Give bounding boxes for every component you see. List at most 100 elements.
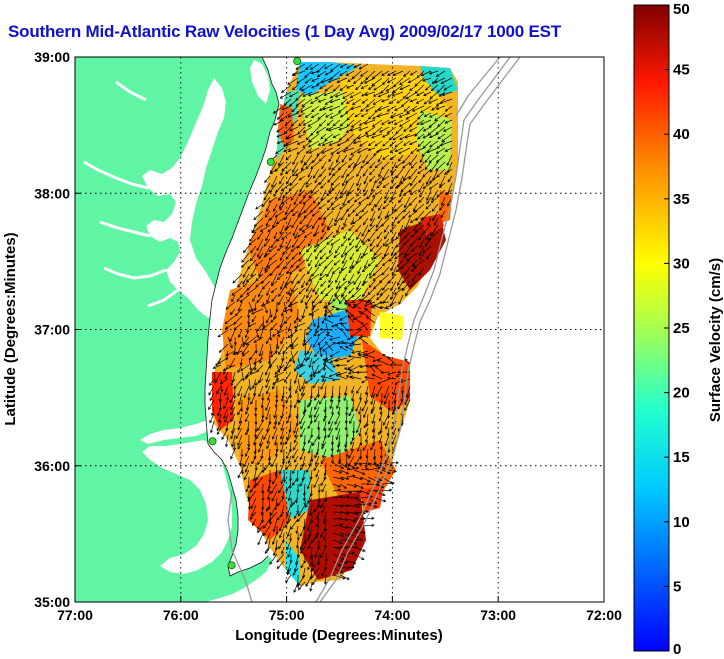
- velocity-vector: [251, 455, 257, 464]
- velocity-vector: [379, 434, 383, 444]
- velocity-vector-head: [308, 402, 312, 407]
- velocity-vector-head: [301, 448, 305, 452]
- velocity-vector: [294, 322, 306, 329]
- velocity-vector-head: [324, 66, 328, 69]
- velocity-vector: [332, 462, 344, 469]
- velocity-vector-head: [389, 488, 393, 492]
- velocity-vector: [338, 266, 348, 274]
- velocity-vector: [379, 273, 390, 283]
- velocity-vector-head: [241, 344, 245, 348]
- velocity-vector: [372, 189, 383, 198]
- velocity-vector: [353, 546, 366, 552]
- velocity-vector: [443, 126, 453, 132]
- velocity-vector: [332, 469, 342, 474]
- velocity-vector: [216, 420, 222, 431]
- velocity-vector-head: [208, 406, 211, 411]
- velocity-vector-head: [226, 397, 230, 401]
- velocity-vector-head: [387, 94, 391, 98]
- velocity-vector-head: [361, 93, 365, 97]
- velocity-vector: [283, 399, 285, 408]
- velocity-vector-head: [391, 179, 395, 183]
- velocity-vector-head: [238, 334, 241, 338]
- velocity-vector: [304, 350, 307, 362]
- velocity-vector: [305, 462, 313, 473]
- velocity-vector-head: [266, 548, 270, 553]
- velocity-vector-head: [435, 150, 439, 154]
- velocity-vector: [297, 357, 301, 367]
- velocity-vector-head: [269, 337, 273, 341]
- velocity-vector-head: [286, 136, 290, 140]
- velocity-vector-head: [323, 528, 328, 533]
- velocity-vector-head: [277, 421, 281, 426]
- velocity-vector-head: [241, 378, 245, 382]
- velocity-vector-head: [331, 187, 335, 191]
- velocity-vector-head: [266, 440, 270, 444]
- velocity-vector: [290, 385, 292, 398]
- velocity-vector: [243, 336, 250, 345]
- velocity-vector: [394, 119, 404, 125]
- velocity-vector: [255, 476, 264, 486]
- velocity-vector-head: [351, 350, 355, 354]
- velocity-vector-head: [250, 513, 254, 517]
- velocity-vector: [325, 306, 334, 317]
- velocity-vector-head: [302, 130, 306, 133]
- velocity-vector-head: [331, 207, 335, 210]
- velocity-vector-head: [370, 188, 374, 193]
- velocity-vector: [325, 322, 329, 335]
- velocity-vector-head: [323, 312, 328, 316]
- velocity-vector: [353, 77, 362, 84]
- colorbar-tick-label: 45: [673, 62, 690, 79]
- velocity-vector: [349, 252, 355, 260]
- velocity-vector-head: [256, 334, 260, 339]
- velocity-vector-head: [334, 94, 339, 98]
- velocity-vector: [414, 126, 425, 137]
- velocity-vector: [241, 252, 250, 263]
- velocity-vector: [372, 413, 376, 424]
- velocity-vector-head: [265, 391, 269, 395]
- velocity-vector-head: [239, 299, 243, 303]
- velocity-vector: [230, 308, 236, 315]
- velocity-vector-head: [441, 138, 445, 142]
- velocity-vector: [372, 112, 383, 120]
- velocity-vector-head: [276, 346, 280, 350]
- velocity-vector-head: [382, 466, 386, 470]
- velocity-vector: [233, 315, 243, 325]
- velocity-vector-head: [351, 102, 356, 105]
- velocity-vector-head: [217, 334, 221, 338]
- x-tick-label: 72:00: [586, 607, 622, 623]
- velocity-vector-head: [273, 122, 277, 126]
- velocity-vector-head: [292, 455, 295, 459]
- velocity-vector-head: [331, 364, 336, 368]
- velocity-vector: [339, 496, 350, 499]
- velocity-vector: [369, 238, 376, 247]
- velocity-vector: [347, 364, 355, 370]
- velocity-vector: [394, 140, 404, 148]
- velocity-vector-head: [348, 228, 352, 232]
- velocity-vector: [250, 497, 257, 509]
- velocity-vector: [444, 84, 453, 91]
- velocity-vector: [369, 168, 376, 175]
- velocity-vector: [284, 98, 292, 106]
- velocity-vector-head: [247, 324, 251, 328]
- velocity-vector: [215, 357, 222, 366]
- velocity-vector: [406, 385, 411, 398]
- velocity-vector-head: [299, 483, 303, 487]
- velocity-vector: [339, 476, 349, 480]
- velocity-vector-head: [280, 449, 284, 454]
- velocity-vector: [424, 161, 432, 170]
- velocity-vector-head: [317, 142, 321, 146]
- velocity-vector: [278, 154, 285, 166]
- velocity-vector-head: [311, 160, 315, 164]
- velocity-vector-head: [231, 443, 235, 448]
- velocity-vector: [363, 217, 369, 225]
- velocity-vector: [270, 315, 278, 323]
- velocity-vector-head: [335, 286, 339, 290]
- velocity-vector: [358, 354, 369, 359]
- velocity-vector-head: [306, 224, 310, 228]
- velocity-vector: [292, 154, 299, 165]
- velocity-vector-head: [403, 108, 407, 112]
- velocity-vector: [414, 77, 425, 87]
- velocity-vector: [312, 301, 320, 308]
- velocity-vector-head: [271, 298, 275, 303]
- velocity-vector-head: [334, 294, 338, 298]
